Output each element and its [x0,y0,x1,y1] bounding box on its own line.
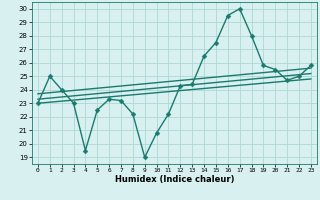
X-axis label: Humidex (Indice chaleur): Humidex (Indice chaleur) [115,175,234,184]
